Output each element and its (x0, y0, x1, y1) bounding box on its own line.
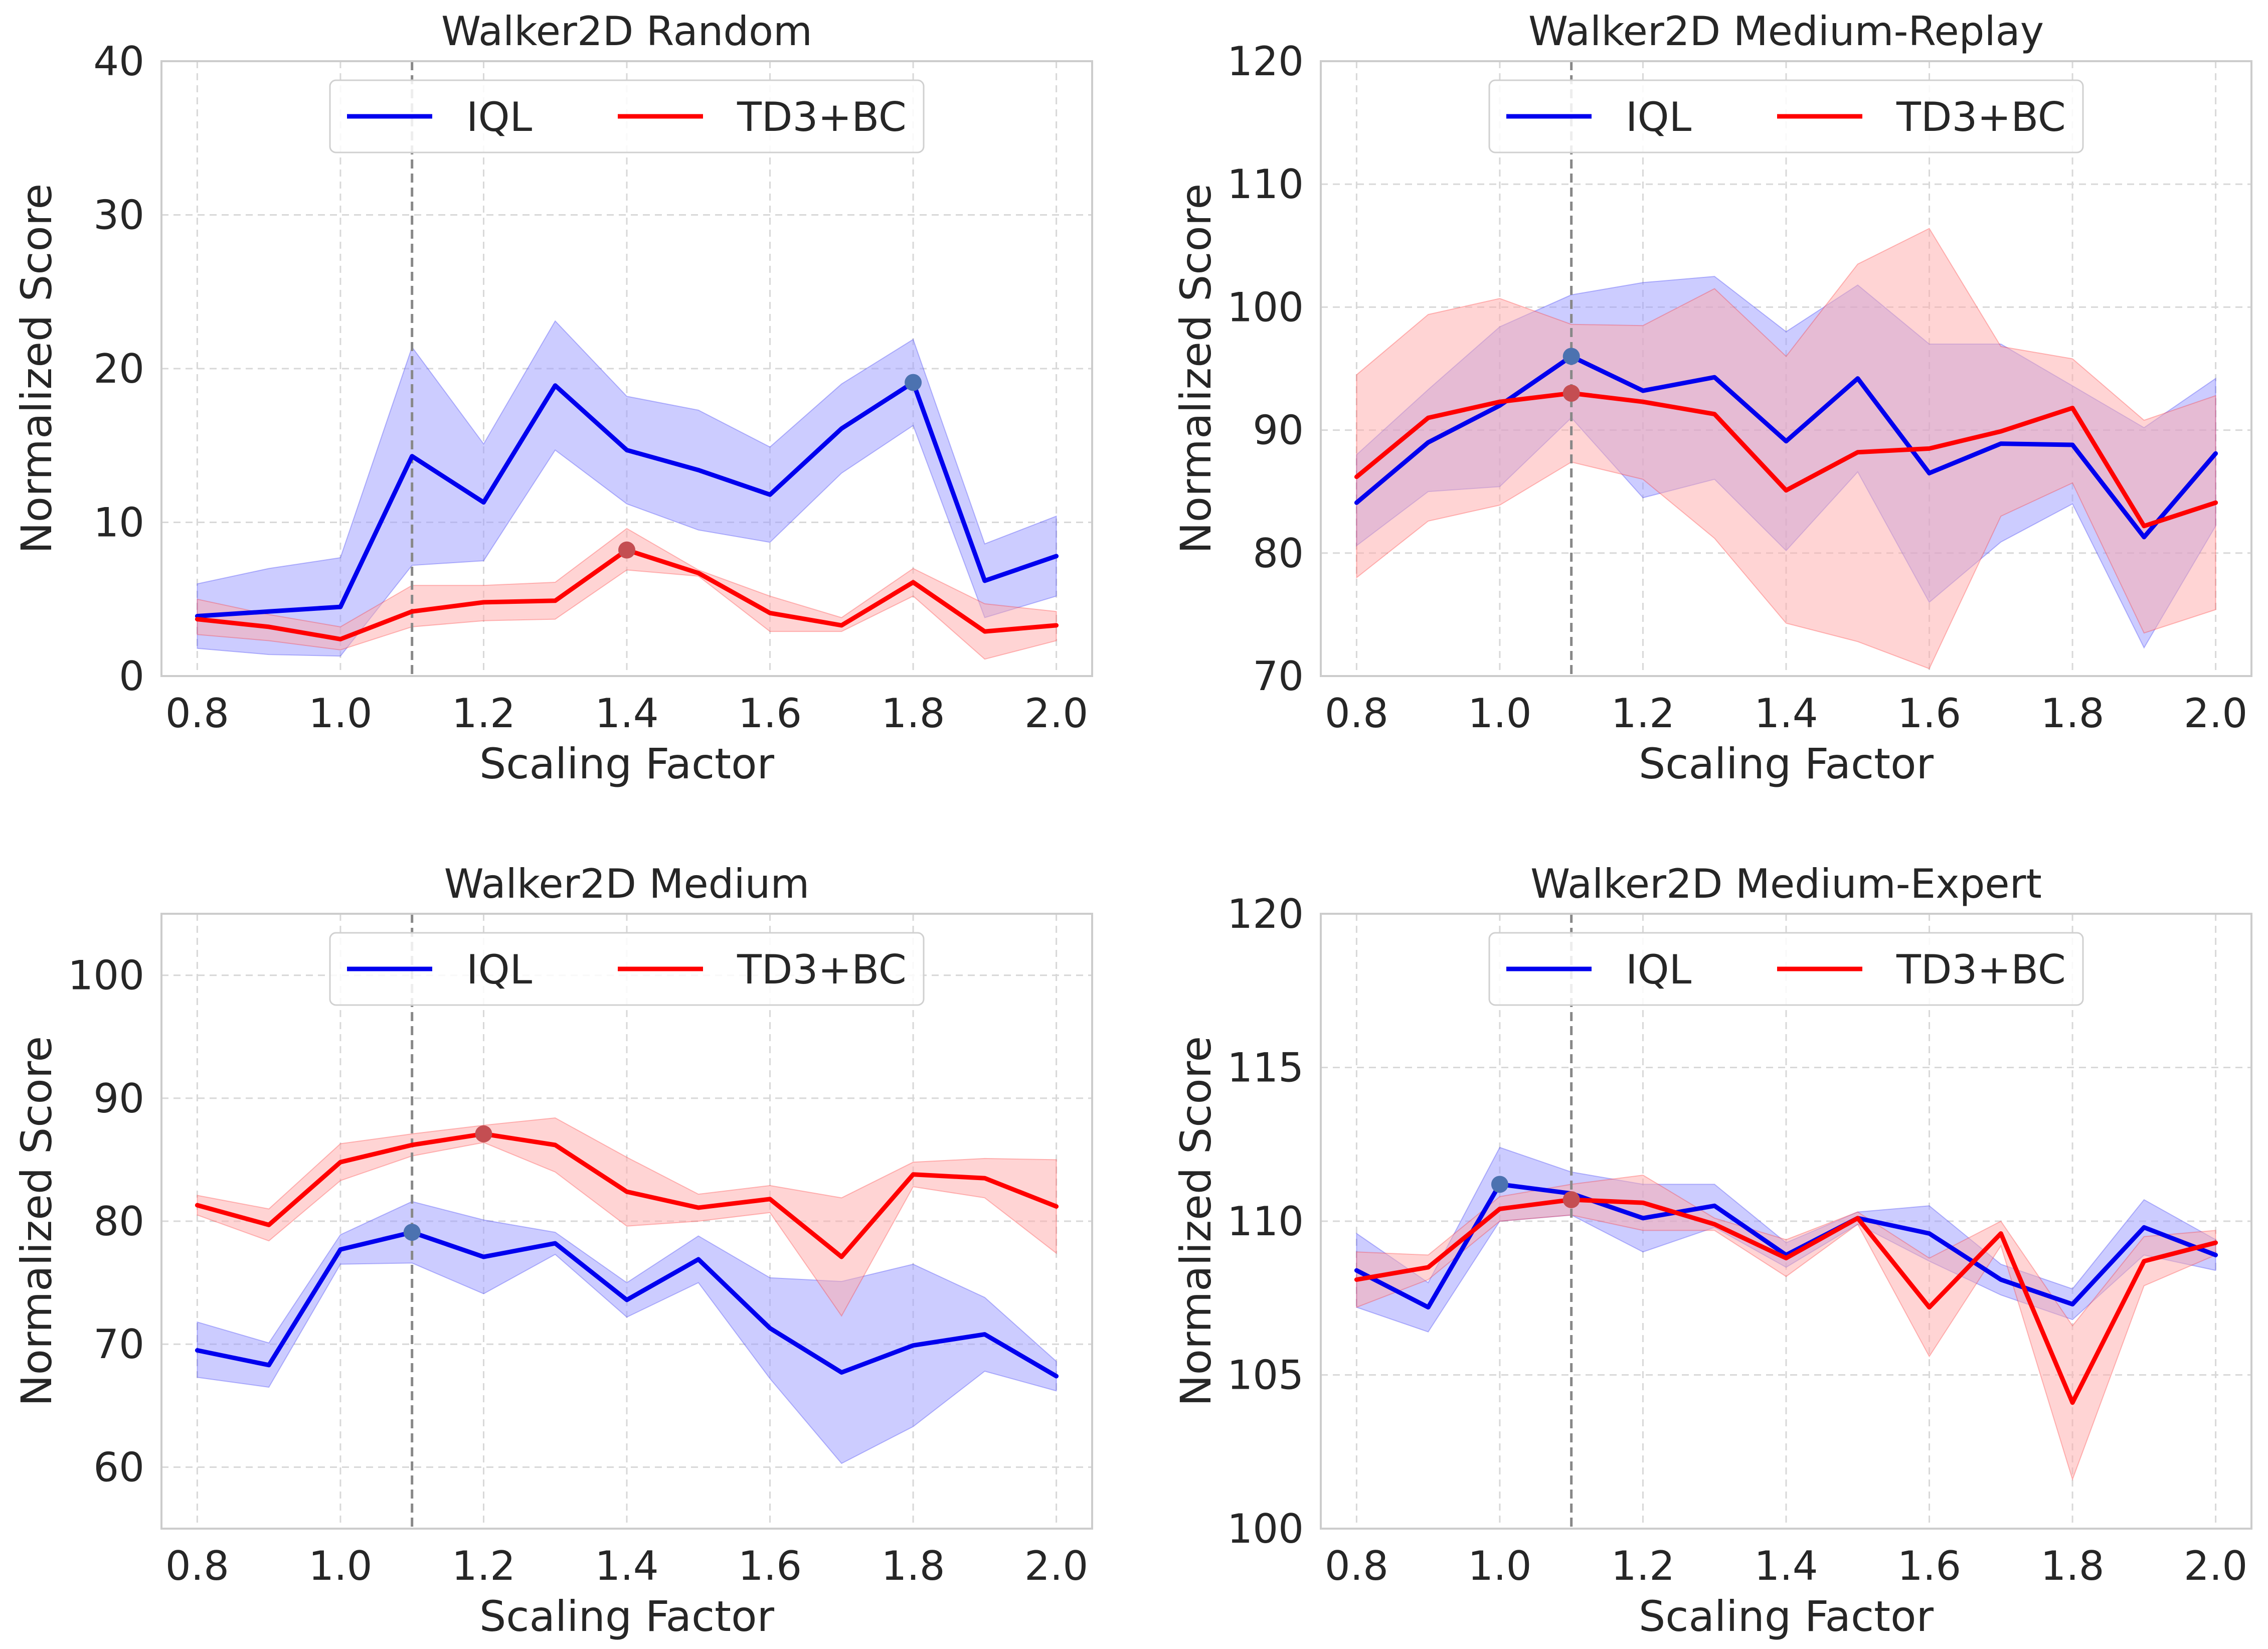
x-tick-label: 1.4 (595, 1543, 658, 1589)
plot-frame (1320, 913, 2252, 1530)
legend-label-td3-bc: TD3+BC (1896, 946, 2066, 993)
x-tick-label: 0.8 (1325, 1543, 1388, 1589)
legend-label-iql: IQL (466, 94, 533, 140)
y-tick-label: 120 (1227, 38, 1304, 85)
x-tick-label: 0.8 (1325, 690, 1388, 737)
best-marker-td3-bc (475, 1125, 492, 1142)
x-axis-label: Scaling Factor (479, 739, 775, 788)
x-tick-label: 2.0 (2184, 1543, 2247, 1589)
x-tick-label: 1.2 (452, 1543, 515, 1589)
y-tick-label: 30 (93, 192, 144, 239)
best-marker-iql (403, 1224, 421, 1241)
plot-frame (160, 913, 1093, 1530)
legend-label-iql: IQL (1626, 94, 1692, 140)
subplot-2: 0.8 1.0 1.2 1.4 1.6 1.8 2.0 70 80 90 100 110 120 Walk… (1171, 8, 2252, 788)
x-axis-label: Scaling Factor (1639, 1592, 1934, 1641)
subplot-title: Walker2D Medium (444, 861, 810, 907)
x-tick-label: 1.6 (738, 1543, 802, 1589)
best-marker-iql (905, 374, 922, 391)
y-tick-label: 80 (1253, 530, 1304, 577)
x-tick-label: 1.4 (1754, 1543, 1818, 1589)
x-tick-label: 2.0 (1024, 690, 1088, 737)
plot-frame (160, 60, 1093, 677)
x-tick-label: 1.0 (308, 690, 372, 737)
x-tick-label: 1.8 (881, 690, 945, 737)
band-td3-bc (1356, 228, 2216, 670)
subplot-1: 0.8 1.0 1.2 1.4 1.6 1.8 2.0 0 10 20 30 40 Walker2D R… (12, 8, 1093, 788)
band-iql (197, 1201, 1057, 1464)
x-tick-label: 1.0 (1468, 690, 1531, 737)
y-tick-label: 105 (1227, 1352, 1304, 1399)
plot-frame (1320, 60, 2252, 677)
y-axis-label: Normalized Score (1171, 184, 1220, 554)
y-tick-label: 115 (1227, 1045, 1304, 1091)
x-tick-label: 1.6 (1897, 690, 1961, 737)
subplot-3: 0.8 1.0 1.2 1.4 1.6 1.8 2.0 60 70 80 90 100 Walker2D… (12, 861, 1093, 1641)
legend-label-iql: IQL (1626, 946, 1692, 993)
y-tick-label: 70 (93, 1321, 144, 1368)
x-tick-label: 1.4 (595, 690, 658, 737)
x-tick-label: 1.0 (308, 1543, 372, 1589)
x-tick-label: 0.8 (165, 690, 229, 737)
best-marker-td3-bc (618, 541, 635, 559)
x-tick-label: 0.8 (165, 1543, 229, 1589)
legend: IQL TD3+BC (1488, 932, 2084, 1006)
x-tick-label: 1.2 (452, 690, 515, 737)
x-tick-label: 1.8 (2040, 1543, 2104, 1589)
line-td3-bc (1354, 391, 2218, 529)
x-tick-label: 1.8 (2040, 690, 2104, 737)
y-tick-label: 90 (93, 1075, 144, 1122)
x-tick-label: 2.0 (1024, 1543, 1088, 1589)
subplot-title: Walker2D Medium-Expert (1530, 861, 2042, 907)
x-tick-label: 1.4 (1754, 690, 1818, 737)
line-td3-bc (1354, 1197, 2218, 1405)
best-marker-td3-bc (1562, 385, 1580, 402)
line-iql (1354, 354, 2218, 540)
legend: IQL TD3+BC (1488, 79, 2084, 153)
legend-label-td3-bc: TD3+BC (1896, 94, 2066, 140)
y-tick-label: 100 (1227, 284, 1304, 331)
y-tick-label: 80 (93, 1198, 144, 1245)
best-marker-iql (1562, 348, 1580, 365)
band-td3-bc (197, 1117, 1057, 1317)
y-tick-label: 90 (1253, 407, 1304, 454)
y-tick-label: 100 (1227, 1506, 1304, 1552)
best-marker-iql (1491, 1176, 1508, 1193)
subplot-4: 0.8 1.0 1.2 1.4 1.6 1.8 2.0 100 105 110 115 120 Walk… (1171, 861, 2252, 1641)
x-axis-label: Scaling Factor (1639, 739, 1934, 788)
x-tick-label: 1.8 (881, 1543, 945, 1589)
x-tick-label: 1.0 (1468, 1543, 1531, 1589)
y-tick-label: 100 (68, 952, 144, 999)
x-axis-label: Scaling Factor (479, 1592, 775, 1641)
x-tick-label: 2.0 (2184, 690, 2247, 737)
y-tick-label: 20 (93, 346, 144, 392)
legend: IQL TD3+BC (329, 79, 925, 153)
y-tick-label: 60 (93, 1444, 144, 1491)
legend-label-td3-bc: TD3+BC (737, 94, 907, 140)
y-axis-label: Normalized Score (12, 184, 61, 554)
line-td3-bc (195, 1131, 1059, 1259)
x-tick-label: 1.2 (1611, 690, 1675, 737)
best-marker-td3-bc (1562, 1191, 1580, 1209)
y-tick-label: 0 (119, 653, 144, 700)
y-axis-label: Normalized Score (12, 1036, 61, 1406)
legend-label-iql: IQL (466, 946, 533, 993)
y-tick-label: 110 (1227, 1198, 1304, 1245)
y-tick-label: 110 (1227, 161, 1304, 208)
y-tick-label: 10 (93, 500, 144, 546)
subplot-title: Walker2D Medium-Replay (1528, 8, 2044, 55)
y-tick-label: 40 (93, 38, 144, 85)
legend-label-td3-bc: TD3+BC (737, 946, 907, 993)
y-axis-label: Normalized Score (1171, 1036, 1220, 1406)
y-tick-label: 70 (1253, 653, 1304, 700)
legend: IQL TD3+BC (329, 932, 925, 1006)
x-tick-label: 1.2 (1611, 1543, 1675, 1589)
line-iql (195, 1230, 1059, 1379)
x-tick-label: 1.6 (1897, 1543, 1961, 1589)
y-tick-label: 120 (1227, 891, 1304, 937)
x-tick-label: 1.6 (738, 690, 802, 737)
subplot-title: Walker2D Random (441, 8, 812, 55)
